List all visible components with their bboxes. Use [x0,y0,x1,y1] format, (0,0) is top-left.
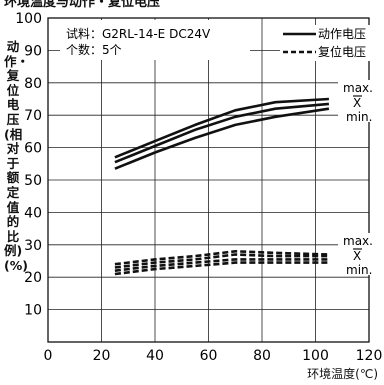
band-labels: max. X min. max. X min. [338,80,380,277]
grid [47,17,370,343]
legend: 动作电压 复位电压 [280,25,380,61]
count-annotation: 个数：5个 [66,42,122,57]
legend-label-release: 复位电压 [318,44,366,59]
axis-ticks: 10 20 30 40 50 60 70 80 90 100 0 20 40 60 80 100 120 [15,11,382,364]
release-voltage-line-6 [114,261,329,276]
x-tick-label: 100 [302,348,329,364]
upper-mean-label: X [353,96,361,110]
x-tick-label: 20 [93,348,111,364]
y-axis-label: 动作・复位电压(相对于额定值的比例)(%) [4,39,30,273]
y-tick-label: 20 [24,270,42,286]
y-tick-label: 100 [15,11,42,27]
upper-max-label: max. [343,81,373,95]
operate-voltage-line-1 [114,102,330,164]
x-tick-label: 60 [200,348,218,364]
y-tick-label: 40 [24,205,42,221]
y-tick-label: 80 [24,76,42,92]
release-voltage-line-5 [114,258,329,272]
band-label-backdrop-lower [338,233,380,275]
x-tick-label: 0 [44,348,53,364]
y-tick-label: 60 [24,141,42,157]
lower-mean-label: X [353,249,361,263]
y-tick-label: 70 [24,108,42,124]
x-tick-label: 80 [253,348,271,364]
lower-max-label: max. [343,234,373,248]
legend-backdrop [280,25,380,61]
operate-voltage-line-0 [114,97,329,159]
annotations: 试料：G2RL-14-E DC24V 个数：5个 [60,20,250,60]
legend-label-operate: 动作电压 [318,27,366,41]
release-voltage-line-4 [114,253,329,269]
operate-voltage-line-2 [114,107,330,170]
release-voltage-line-3 [114,250,329,266]
band-label-backdrop-upper [338,80,380,122]
sample-annotation: 试料：G2RL-14-E DC24V [66,26,211,41]
y-tick-label: 30 [24,238,42,254]
series-lines [114,97,330,276]
upper-min-label: min. [346,110,372,124]
y-tick-label: 90 [24,43,42,59]
x-tick-label: 40 [146,348,164,364]
x-axis-label: 环境温度(℃) [307,367,378,381]
plot-frame [47,17,370,343]
lower-min-label: min. [346,263,372,277]
chart-title-fragment: 环境温度与动作・复位电压 [4,0,161,10]
y-tick-label: 10 [24,303,42,319]
x-tick-label: 120 [356,348,383,364]
y-tick-label: 50 [24,173,42,189]
annotation-backdrop [60,20,250,60]
